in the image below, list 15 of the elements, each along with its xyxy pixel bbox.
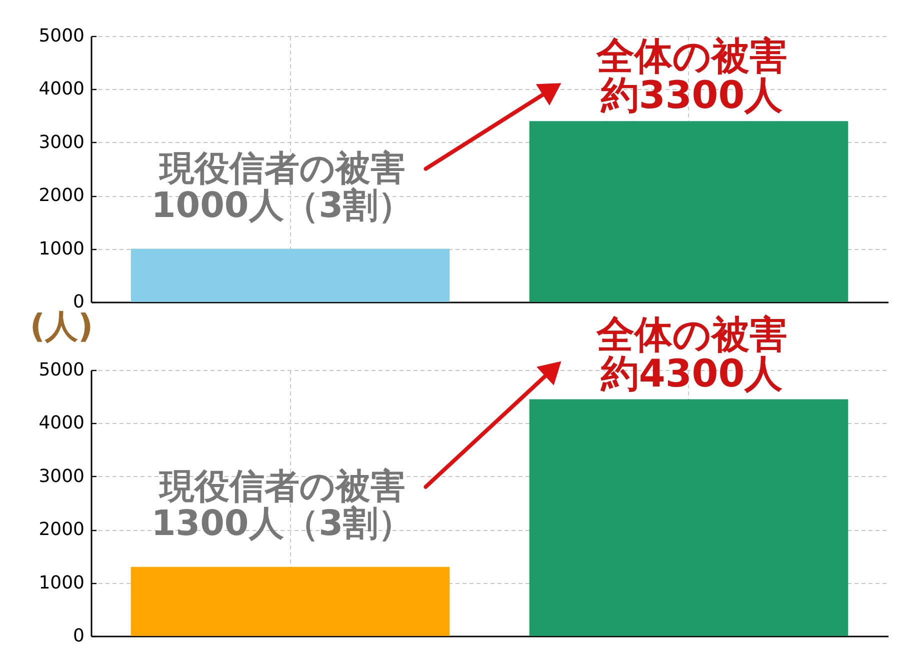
y-tick-label: 5000	[38, 26, 84, 46]
y-tick-label: 2000	[38, 519, 84, 540]
y-tick-label: 0	[73, 626, 84, 646]
y-tick-label: 2000	[38, 185, 84, 206]
y-tick-label: 5000	[38, 360, 84, 380]
y-tick-label: 1000	[38, 238, 84, 260]
y-tick-label: 4000	[38, 412, 84, 434]
annotation: 現役信者の被害1300人（3割）	[151, 466, 414, 544]
y-tick-label: 3000	[38, 132, 84, 153]
y-tick-label: 3000	[38, 466, 84, 487]
y-tick-label: 4000	[38, 78, 84, 100]
annotation: 現役信者の被害1000人（3割）	[151, 148, 414, 226]
y-tick-label: 1000	[38, 572, 84, 594]
annotation: 全体の被害約4300人	[595, 312, 788, 396]
annotation: 全体の被害約3300人	[595, 34, 788, 118]
